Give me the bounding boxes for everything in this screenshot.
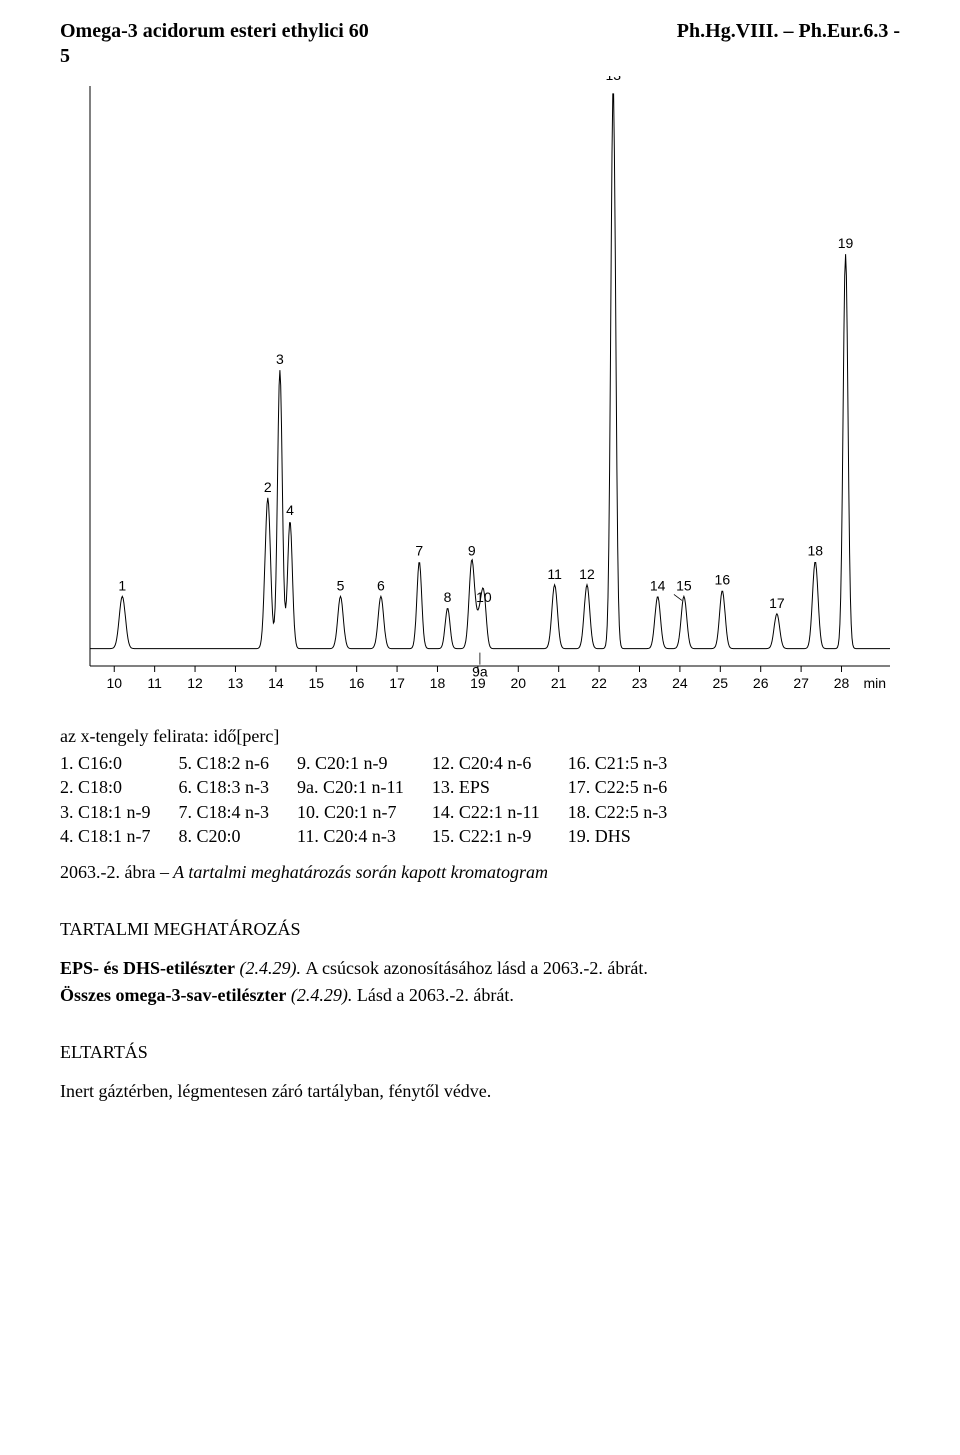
svg-text:12: 12 xyxy=(187,675,203,691)
svg-text:11: 11 xyxy=(547,566,562,582)
svg-text:6: 6 xyxy=(377,577,385,593)
legend-row: 7. C18:4 n-3 xyxy=(179,800,270,824)
svg-text:3: 3 xyxy=(276,351,284,367)
svg-text:15: 15 xyxy=(308,675,324,691)
assay-1-rest: A csúcsok azonosításához lásd a 2063.-2.… xyxy=(305,958,647,978)
svg-text:18: 18 xyxy=(807,543,823,559)
figure-number: 2063.-2. ábra xyxy=(60,862,155,882)
legend-row: 6. C18:3 n-3 xyxy=(179,775,270,799)
assay-2-rest: Lásd a 2063.-2. ábrát. xyxy=(357,985,514,1005)
legend-row: 9a. C20:1 n-11 xyxy=(297,775,404,799)
assay-line-1: EPS- és DHS-etilészter (2.4.29). A csúcs… xyxy=(60,958,900,979)
chromatogram-figure: 10111213141516171819202122232425262728mi… xyxy=(60,76,900,716)
legend-column: 5. C18:2 n-66. C18:3 n-37. C18:4 n-38. C… xyxy=(179,751,270,848)
svg-text:24: 24 xyxy=(672,675,688,691)
legend-row: 12. C20:4 n-6 xyxy=(432,751,540,775)
legend-row: 5. C18:2 n-6 xyxy=(179,751,270,775)
svg-text:8: 8 xyxy=(444,589,452,605)
svg-text:16: 16 xyxy=(715,572,731,588)
storage-body: Inert gáztérben, légmentesen záró tartál… xyxy=(60,1081,900,1102)
legend-row: 11. C20:4 n-3 xyxy=(297,824,404,848)
legend-row: 14. C22:1 n-11 xyxy=(432,800,540,824)
legend-column: 16. C21:5 n-317. C22:5 n-618. C22:5 n-31… xyxy=(568,751,668,848)
svg-text:1: 1 xyxy=(118,577,126,593)
svg-text:14: 14 xyxy=(268,675,284,691)
header-sub: 5 xyxy=(60,45,900,68)
svg-text:12: 12 xyxy=(579,566,595,582)
legend-row: 18. C22:5 n-3 xyxy=(568,800,668,824)
legend-column: 9. C20:1 n-99a. C20:1 n-1110. C20:1 n-71… xyxy=(297,751,404,848)
svg-text:19: 19 xyxy=(838,235,854,251)
svg-text:min: min xyxy=(863,675,886,691)
svg-text:22: 22 xyxy=(591,675,607,691)
svg-text:10: 10 xyxy=(476,589,492,605)
svg-text:14: 14 xyxy=(650,577,666,593)
legend-row: 3. C18:1 n-9 xyxy=(60,800,151,824)
svg-text:21: 21 xyxy=(551,675,567,691)
svg-text:15: 15 xyxy=(676,577,692,593)
svg-text:26: 26 xyxy=(753,675,769,691)
header-left: Omega-3 acidorum esteri ethylici 60 xyxy=(60,20,369,43)
svg-text:16: 16 xyxy=(349,675,365,691)
svg-text:17: 17 xyxy=(389,675,405,691)
legend-row: 8. C20:0 xyxy=(179,824,270,848)
page-header: Omega-3 acidorum esteri ethylici 60 Ph.H… xyxy=(60,20,900,43)
svg-text:25: 25 xyxy=(713,675,729,691)
legend-row: 19. DHS xyxy=(568,824,668,848)
svg-text:9a: 9a xyxy=(472,664,488,680)
svg-text:28: 28 xyxy=(834,675,850,691)
svg-text:9: 9 xyxy=(468,543,476,559)
assay-line-2: Összes omega-3-sav-etilészter (2.4.29). … xyxy=(60,985,900,1006)
legend-row: 10. C20:1 n-7 xyxy=(297,800,404,824)
legend-row: 16. C21:5 n-3 xyxy=(568,751,668,775)
legend-column: 12. C20:4 n-613. EPS14. C22:1 n-1115. C2… xyxy=(432,751,540,848)
svg-text:13: 13 xyxy=(605,76,621,83)
svg-text:11: 11 xyxy=(147,675,162,691)
x-axis-caption: az x-tengely felirata: idő[perc] xyxy=(60,726,900,747)
svg-text:27: 27 xyxy=(793,675,809,691)
section-assay-title: TARTALMI MEGHATÁROZÁS xyxy=(60,919,900,940)
svg-text:18: 18 xyxy=(430,675,446,691)
legend-row: 2. C18:0 xyxy=(60,775,151,799)
legend-row: 9. C20:1 n-9 xyxy=(297,751,404,775)
legend-row: 15. C22:1 n-9 xyxy=(432,824,540,848)
svg-text:7: 7 xyxy=(415,543,423,559)
legend-column: 1. C16:02. C18:03. C18:1 n-94. C18:1 n-7 xyxy=(60,751,151,848)
chromatogram-svg: 10111213141516171819202122232425262728mi… xyxy=(60,76,900,716)
assay-1-bold: EPS- és DHS-etilészter xyxy=(60,958,235,978)
svg-text:2: 2 xyxy=(264,479,272,495)
peak-legend-table: 1. C16:02. C18:03. C18:1 n-94. C18:1 n-7… xyxy=(60,751,900,848)
legend-row: 17. C22:5 n-6 xyxy=(568,775,668,799)
assay-2-ital: (2.4.29). xyxy=(286,985,357,1005)
svg-text:10: 10 xyxy=(106,675,122,691)
figure-caption: 2063.-2. ábra – A tartalmi meghatározás … xyxy=(60,862,900,883)
svg-text:20: 20 xyxy=(510,675,526,691)
assay-2-bold: Összes omega-3-sav-etilészter xyxy=(60,985,286,1005)
svg-text:17: 17 xyxy=(769,595,785,611)
header-right: Ph.Hg.VIII. – Ph.Eur.6.3 - xyxy=(677,20,900,43)
legend-row: 1. C16:0 xyxy=(60,751,151,775)
legend-row: 4. C18:1 n-7 xyxy=(60,824,151,848)
svg-text:13: 13 xyxy=(228,675,244,691)
svg-text:23: 23 xyxy=(632,675,648,691)
svg-text:4: 4 xyxy=(286,502,294,518)
assay-1-ital: (2.4.29). xyxy=(235,958,306,978)
legend-row: 13. EPS xyxy=(432,775,540,799)
svg-text:5: 5 xyxy=(337,577,345,593)
figure-desc: – A tartalmi meghatározás során kapott k… xyxy=(155,862,548,882)
section-storage-title: ELTARTÁS xyxy=(60,1042,900,1063)
